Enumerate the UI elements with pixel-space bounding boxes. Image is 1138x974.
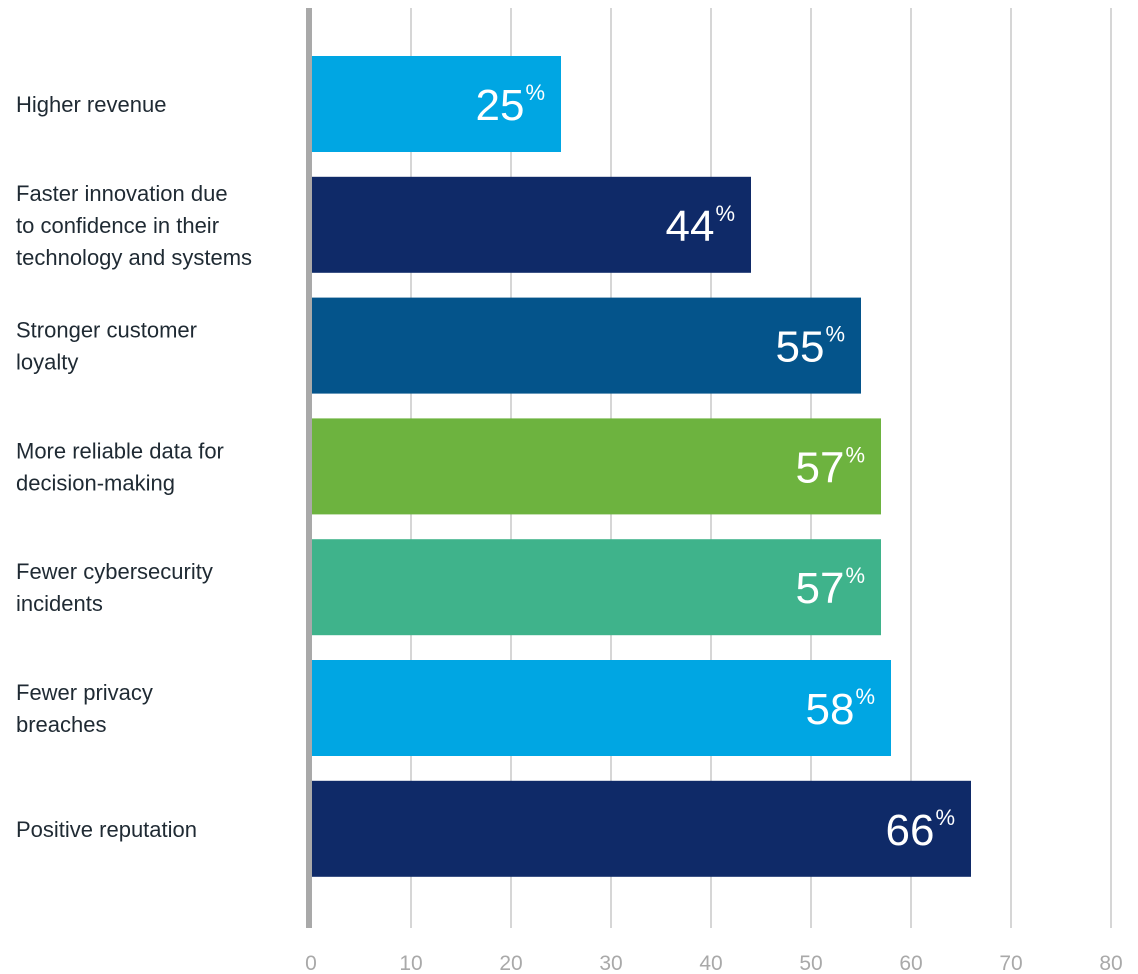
category-labels: Higher revenue Faster innovation due to co…	[16, 92, 252, 842]
data-label: 25%	[475, 80, 545, 130]
category-label-line: decision-making	[16, 470, 175, 495]
category-label-line: breaches	[16, 712, 107, 737]
bar	[311, 780, 971, 877]
x-tick-label: 20	[499, 952, 522, 974]
bar	[311, 418, 881, 515]
data-label: 58%	[805, 684, 875, 734]
category-label-line: loyalty	[16, 350, 78, 375]
x-tick-label: 70	[999, 952, 1022, 974]
category-label-line: Higher revenue	[16, 92, 166, 117]
category-label-line: Fewer privacy	[16, 680, 153, 705]
category-label: More reliable data for decision-making	[16, 438, 224, 495]
x-tick-label: 30	[599, 952, 622, 974]
category-label: Higher revenue	[16, 92, 166, 117]
y-axis	[306, 8, 312, 928]
category-label-line: incidents	[16, 591, 103, 616]
data-label-value: 57	[795, 564, 844, 613]
data-label: 57%	[795, 563, 865, 613]
category-label-line: technology and systems	[16, 245, 252, 270]
category-label-line: Stronger customer	[16, 318, 197, 343]
category-label-line: Positive reputation	[16, 817, 197, 842]
category-label: Stronger customer loyalty	[16, 318, 197, 375]
bar	[311, 176, 751, 273]
data-label-unit: %	[715, 201, 735, 226]
data-label-unit: %	[855, 684, 875, 709]
category-label: Fewer privacy breaches	[16, 680, 153, 737]
data-label-value: 25	[475, 81, 524, 130]
category-label-line: Fewer cybersecurity	[16, 559, 213, 584]
data-label-unit: %	[825, 322, 845, 347]
category-label: Positive reputation	[16, 817, 197, 842]
x-tick-label: 80	[1099, 952, 1122, 974]
data-label-unit: %	[935, 805, 955, 830]
category-label-line: to confidence in their	[16, 213, 219, 238]
data-label: 44%	[665, 201, 735, 251]
x-tick-label: 60	[899, 952, 922, 974]
data-label-value: 58	[805, 685, 854, 734]
category-label: Faster innovation due to confidence in th…	[16, 181, 252, 270]
data-label: 55%	[775, 322, 845, 372]
data-label-unit: %	[845, 442, 865, 467]
bar	[311, 56, 561, 152]
category-label-line: Faster innovation due	[16, 181, 228, 206]
category-label-line: More reliable data for	[16, 438, 224, 463]
data-label-unit: %	[845, 563, 865, 588]
x-tick-label: 10	[399, 952, 422, 974]
data-label-value: 44	[665, 202, 714, 251]
x-axis-tick-labels: 0 10 20 30 40 50 60 70 80	[305, 952, 1123, 974]
data-label: 66%	[885, 805, 955, 855]
data-label: 57%	[795, 442, 865, 492]
bar	[311, 539, 881, 636]
bars: 25%44%55%57%57%58%66%	[311, 56, 971, 877]
x-tick-label: 0	[305, 952, 317, 974]
x-tick-label: 40	[699, 952, 722, 974]
bar	[311, 297, 861, 394]
bar	[311, 660, 891, 756]
data-label-unit: %	[525, 80, 545, 105]
data-label-value: 55	[775, 323, 824, 372]
data-label-value: 57	[795, 443, 844, 492]
x-tick-label: 50	[799, 952, 822, 974]
y-axis-line	[306, 8, 312, 928]
data-label-value: 66	[885, 806, 934, 855]
category-label: Fewer cybersecurity incidents	[16, 559, 213, 616]
